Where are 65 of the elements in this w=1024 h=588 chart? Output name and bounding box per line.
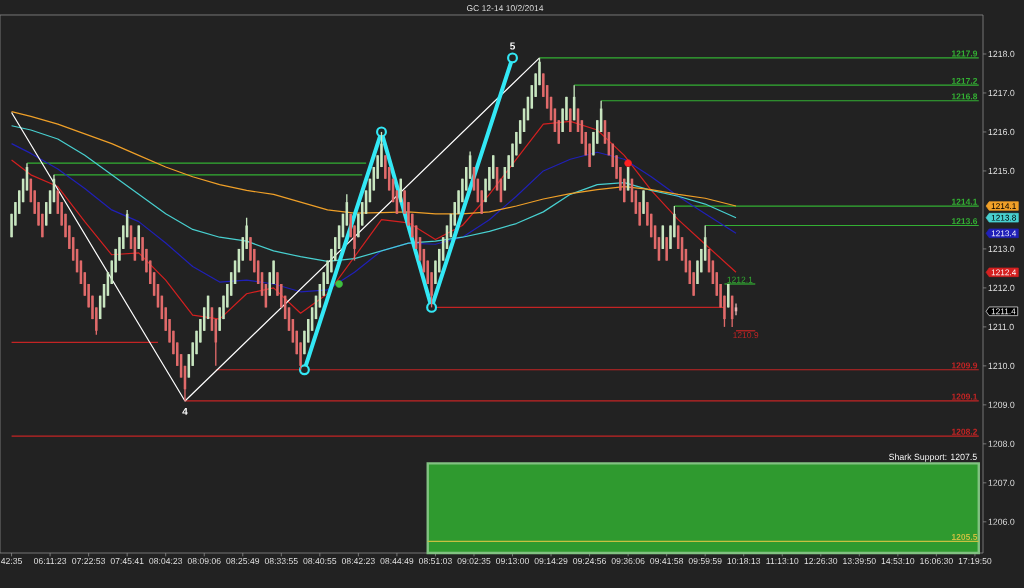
chart-title: GC 12-14 10/2/2014 [466, 4, 544, 12]
x-tick-label: 07:22:53 [72, 557, 106, 565]
x-tick-label: 17:19:50 [958, 557, 992, 565]
x-tick-label: 08:44:49 [380, 557, 414, 565]
y-tick-label: 1212.0 [988, 284, 1015, 291]
x-tick-label: 06:11:23 [33, 557, 67, 565]
point [376, 126, 387, 138]
x-tick-label: 12:26:30 [804, 557, 838, 565]
y-tick-label: 1213.8 [991, 214, 1016, 221]
y-tick-label: 1212.4 [991, 269, 1017, 276]
series-label: 1214.1 [951, 198, 978, 205]
y-tick-label: 1213.4 [991, 230, 1017, 237]
y-tick-label: 1208.0 [988, 440, 1015, 447]
x-tick-label: 08:40:55 [303, 557, 337, 565]
series-label: 1208.2 [951, 428, 978, 435]
series-label: 1213.6 [951, 218, 978, 225]
series-label: 1210.9 [733, 332, 759, 339]
x-tick-label: 10:18:13 [727, 557, 761, 565]
point [507, 52, 518, 64]
annotation: 4 [182, 407, 188, 415]
series-label: Shark Support: 1207.5 [889, 453, 977, 462]
x-tick-label: 09:02:35 [457, 557, 491, 565]
x-tick-label: 11:13:10 [766, 557, 799, 565]
y-tick-label: 1209.0 [988, 401, 1015, 408]
x-tick-label: 14:53:10 [881, 557, 915, 565]
x-tick-label: 09:59:59 [688, 557, 722, 565]
x-tick-label: 09:24:56 [573, 557, 606, 565]
y-tick-label: 1215.0 [988, 167, 1015, 175]
x-tick-label: 09:14:29 [534, 557, 568, 565]
x-tick-label: 13:39:50 [843, 557, 876, 565]
candlestick [665, 236, 668, 262]
y-tick-label: 1218.0 [988, 50, 1015, 58]
y-tick-label: 1217.0 [988, 89, 1015, 97]
x-tick-label: 08:51:03 [418, 557, 452, 565]
series-label: 1209.9 [951, 362, 978, 369]
y-tick-label: 1214.1 [991, 203, 1016, 209]
series-label: 1212.1 [727, 276, 753, 283]
annotation: 5 [510, 42, 516, 50]
y-tick-label: 1213.0 [988, 245, 1015, 253]
x-tick-label: 09:13:00 [496, 557, 529, 565]
x-tick-label: 08:25:49 [226, 557, 260, 565]
x-tick-label: 09:36:06 [611, 557, 645, 565]
x-tick-label: 16:06:30 [920, 557, 953, 565]
x-tick-label: 09:41:58 [650, 557, 684, 565]
y-tick-label: 1211.4 [991, 308, 1016, 315]
x-tick-label: 08:04:23 [149, 557, 183, 565]
series-label: 1205.5 [951, 533, 978, 540]
series-label: 1217.9 [951, 50, 978, 57]
point [624, 159, 632, 167]
x-tick-label: 42:35 [0, 557, 22, 565]
series-label: 1216.8 [951, 93, 978, 100]
y-tick-label: 1206.0 [988, 518, 1015, 525]
point [335, 280, 343, 288]
x-tick-label: 07:45:41 [110, 557, 144, 565]
y-tick-label: 1216.0 [988, 128, 1015, 136]
series-label: 1209.1 [951, 393, 978, 400]
x-tick-label: 08:42:23 [341, 557, 375, 565]
y-tick-label: 1207.0 [988, 479, 1015, 486]
y-tick-label: 1211.0 [988, 323, 1014, 330]
series-label: 1217.2 [951, 77, 978, 84]
candlestick [642, 189, 645, 215]
point [298, 364, 310, 376]
x-tick-label: 08:33:55 [264, 557, 298, 565]
y-tick-label: 1210.0 [988, 362, 1015, 369]
x-tick-label: 08:09:06 [187, 557, 221, 565]
